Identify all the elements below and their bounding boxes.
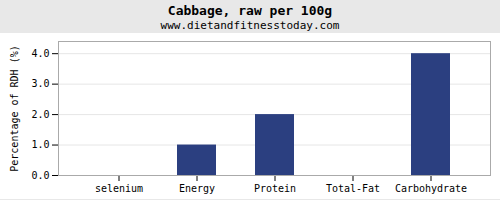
svg-text:Total-Fat: Total-Fat bbox=[326, 183, 380, 194]
html-text:Cabbage, raw per 100g: Cabbage, raw per 100g bbox=[167, 3, 333, 18]
svg-text:Carbohydrate: Carbohydrate bbox=[395, 183, 467, 194]
svg-text:3.0: 3.0 bbox=[31, 78, 49, 89]
svg-text:2.0: 2.0 bbox=[31, 109, 49, 120]
svg-text:4.0: 4.0 bbox=[31, 48, 49, 59]
svg-text:Energy: Energy bbox=[179, 183, 215, 194]
svg-text:0.0: 0.0 bbox=[31, 170, 49, 181]
svg-text:Protein: Protein bbox=[254, 183, 296, 194]
html-text:www.dietandfitnesstoday.com: www.dietandfitnesstoday.com bbox=[160, 19, 340, 32]
svg-text:Percentage of RDH (%): Percentage of RDH (%) bbox=[9, 45, 20, 171]
svg-text:1.0: 1.0 bbox=[31, 139, 49, 150]
svg-text:selenium: selenium bbox=[95, 183, 143, 194]
